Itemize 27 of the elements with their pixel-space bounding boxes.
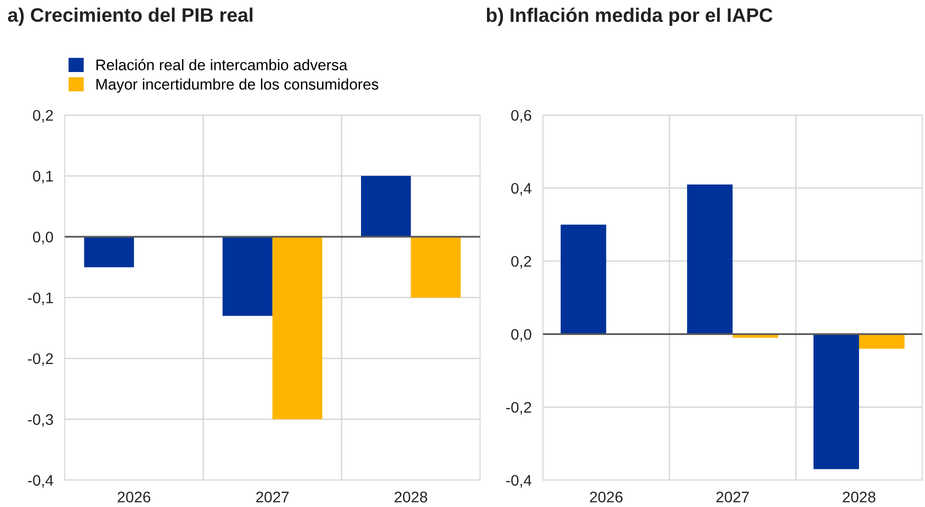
- legend-label: Mayor incertidumbre de los consumidores: [96, 78, 378, 93]
- x-tick-label: 2028: [394, 492, 428, 502]
- y-tick-label: -0,2: [28, 353, 53, 366]
- y-tick-label: -0,3: [28, 414, 53, 427]
- y-tick-label: 0,2: [511, 256, 532, 269]
- bar: [560, 224, 606, 334]
- y-tick-label: -0,4: [28, 474, 54, 488]
- chart-title: b) Inflación medida por el IAPC: [486, 8, 772, 26]
- x-tick-label: 2027: [256, 492, 289, 502]
- bar: [859, 334, 905, 349]
- x-tick-label: 2027: [716, 492, 749, 502]
- y-tick-label: -0,1: [28, 292, 53, 306]
- x-tick-label: 2028: [842, 492, 876, 502]
- y-tick-label: 0,0: [511, 328, 532, 342]
- y-tick-label: 0,2: [33, 110, 53, 123]
- x-tick-label: 2026: [118, 492, 150, 502]
- y-tick-label: 0,6: [511, 110, 532, 123]
- y-tick-label: -0,2: [506, 402, 532, 415]
- x-tick-label: 2026: [590, 492, 623, 502]
- bar: [814, 334, 860, 470]
- y-tick-label: 0,4: [511, 182, 532, 196]
- y-tick-label: 0,0: [33, 232, 54, 244]
- y-tick-label: -0,4: [506, 474, 532, 488]
- y-tick-label: 0,1: [33, 170, 53, 184]
- legend-label: Relación real de intercambio adversa: [96, 58, 348, 70]
- bar: [687, 184, 733, 334]
- chart-title: a) Crecimiento del PIB real: [8, 8, 252, 26]
